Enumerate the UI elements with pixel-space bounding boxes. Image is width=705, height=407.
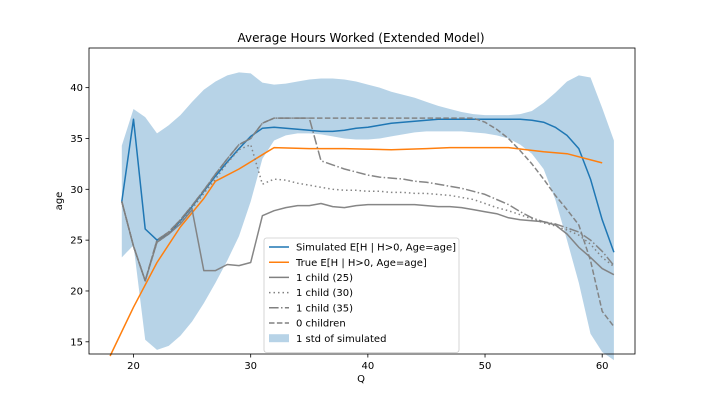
x-tick-label: 40 [361, 361, 374, 372]
legend-label: 1 std of simulated [296, 334, 386, 345]
y-tick-label: 40 [70, 83, 83, 94]
plot-area [109, 72, 615, 361]
x-axis-label: Q [357, 374, 365, 385]
series-line-3 [121, 143, 615, 282]
legend-label: 0 children [296, 319, 346, 330]
x-tick-label: 30 [244, 361, 257, 372]
chart-title: Average Hours Worked (Extended Model) [237, 31, 484, 45]
std-band [121, 72, 614, 361]
series-line-5 [121, 117, 615, 328]
x-tick-label: 20 [127, 361, 140, 372]
legend-label: True E[H | H>0, Age=age] [295, 258, 427, 269]
y-tick-label: 35 [70, 134, 83, 145]
axes: 20 30 40 50 60 15 20 25 30 35 40 [70, 47, 636, 372]
legend-box [263, 237, 460, 353]
series-line-1 [109, 146, 603, 357]
y-tick-label: 15 [70, 337, 83, 348]
x-tick-label: 50 [479, 361, 492, 372]
legend-label: 1 child (30) [296, 288, 353, 299]
series-line-2 [121, 201, 615, 282]
y-axis-label: age [54, 192, 65, 211]
legend: Simulated E[H | H>0, Age=age] True E[H | … [263, 237, 460, 353]
y-tick-label: 20 [70, 287, 83, 298]
x-tick-label: 60 [596, 361, 609, 372]
y-tick-label: 30 [70, 185, 83, 196]
legend-label: 1 child (35) [296, 303, 353, 314]
y-tick-label: 25 [70, 236, 83, 247]
legend-label: 1 child (25) [296, 273, 353, 284]
legend-label: Simulated E[H | H>0, Age=age] [296, 243, 456, 254]
axes-frame [88, 47, 636, 355]
legend-swatch [269, 334, 289, 343]
